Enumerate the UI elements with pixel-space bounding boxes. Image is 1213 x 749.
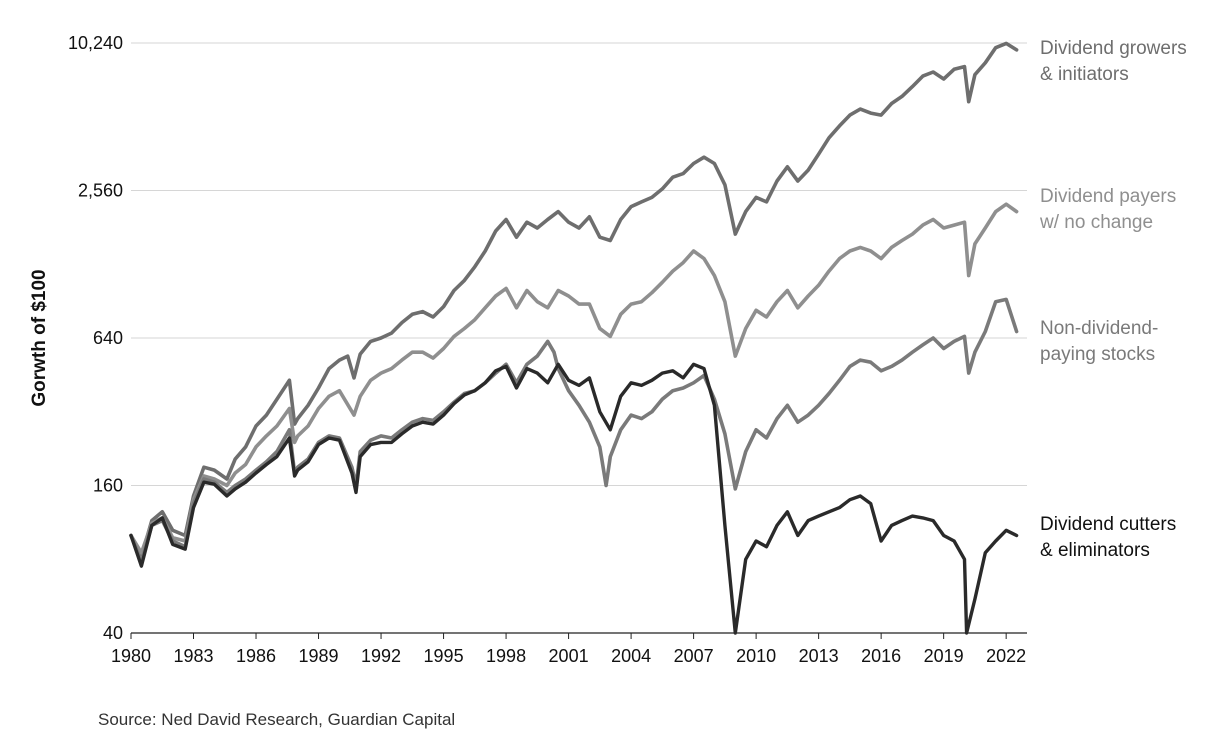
x-tick-label: 2019 xyxy=(924,646,964,666)
series-label-1: Dividend growers & initiators xyxy=(1040,38,1187,85)
x-tick-label: 2007 xyxy=(674,646,714,666)
x-tick-label: 2001 xyxy=(549,646,589,666)
series-label-line: & eliminators xyxy=(1040,540,1150,561)
x-tick-label: 2013 xyxy=(799,646,839,666)
x-tick-label: 1983 xyxy=(173,646,213,666)
y-tick-label: 40 xyxy=(103,623,123,643)
x-tick-label: 1986 xyxy=(236,646,276,666)
series-label-3: Non-dividend-paying stocks xyxy=(1040,318,1158,365)
series-label-4: Dividend cutters & eliminators xyxy=(1040,514,1176,561)
y-tick-label: 2,560 xyxy=(78,181,123,201)
y-tick-label: 160 xyxy=(93,476,123,496)
series-label-line: w/ no change xyxy=(1039,212,1153,233)
series-line-1 xyxy=(129,41,1019,559)
y-axis-label: Gorwth of $100 xyxy=(29,269,50,406)
y-tick-labels: 40 160 640 2,560 10,240 xyxy=(68,33,123,643)
series-labels: Dividend growers & initiators Dividend pay… xyxy=(1039,38,1187,561)
x-tick-label: 1995 xyxy=(424,646,464,666)
series-lines xyxy=(129,41,1019,635)
series-label-2: Dividend payers w/ no change xyxy=(1039,186,1176,233)
x-tick-label: 1989 xyxy=(299,646,339,666)
series-label-line: Dividend payers xyxy=(1040,186,1176,207)
series-label-line: & initiators xyxy=(1040,64,1129,85)
x-tick-label: 1980 xyxy=(111,646,151,666)
gridlines xyxy=(131,42,1027,486)
x-tick-label: 1992 xyxy=(361,646,401,666)
series-label-line: Non-dividend- xyxy=(1040,318,1158,339)
series-line-4 xyxy=(129,362,1019,635)
x-tick-labels: 1980 1983 1986 1989 1992 1995 1998 2001 2004 2007… xyxy=(111,633,1026,666)
y-tick-label: 10,240 xyxy=(68,33,123,53)
series-line-2 xyxy=(129,202,1019,555)
x-tick-label: 2004 xyxy=(611,646,651,666)
series-label-line: Dividend growers xyxy=(1040,38,1187,59)
x-tick-label: 1998 xyxy=(486,646,526,666)
x-tick-label: 2010 xyxy=(736,646,776,666)
source-note: Source: Ned David Research, Guardian Cap… xyxy=(98,710,456,729)
x-tick-label: 2016 xyxy=(861,646,901,666)
y-tick-label: 640 xyxy=(93,328,123,348)
series-label-line: paying stocks xyxy=(1040,344,1155,365)
series-line-3 xyxy=(129,297,1019,564)
x-tick-label: 2022 xyxy=(986,646,1026,666)
series-label-line: Dividend cutters xyxy=(1040,514,1176,535)
